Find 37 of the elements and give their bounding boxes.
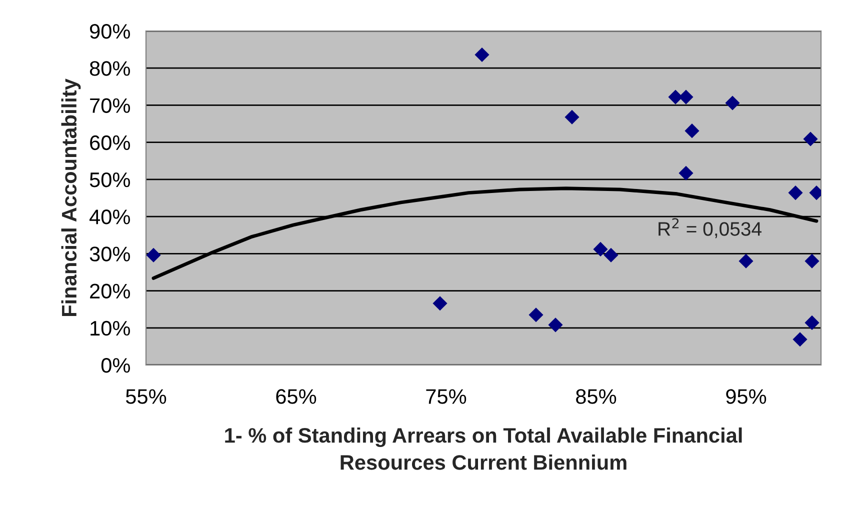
point (474, 47, 490, 62)
point (432, 296, 448, 311)
y-tick-label: 0% (101, 358, 130, 373)
y-tick-label: 80% (90, 61, 130, 76)
y-tick-label: 60% (90, 135, 130, 150)
x-tick-label: 75% (426, 389, 466, 404)
point (593, 242, 608, 256)
point (725, 96, 740, 110)
x-tick-label: 65% (276, 389, 316, 404)
point (604, 248, 618, 262)
point (564, 110, 580, 124)
point (803, 132, 818, 146)
point (678, 90, 694, 104)
point (792, 332, 808, 347)
y-axis-title: Financial Accountability (61, 78, 81, 316)
point (548, 318, 563, 332)
y-tick-label: 10% (90, 320, 130, 336)
y-tick-label: 90% (90, 24, 130, 39)
point (528, 308, 544, 322)
y-tick-label: 20% (90, 284, 130, 299)
point (804, 315, 820, 330)
y-tick-label: 70% (90, 98, 130, 113)
point (146, 248, 161, 262)
annotation: R$^{2}$ = 0,0534 (658, 218, 762, 238)
point (804, 254, 820, 268)
point (684, 124, 700, 138)
y-tick-label: 30% (90, 246, 130, 262)
x-axis-title: 1- % of Standing Arrears on Total Available Financial Resources Current Biennium (225, 427, 742, 470)
point (738, 254, 754, 268)
point (788, 186, 803, 200)
x-tick-label: 85% (576, 389, 616, 404)
x-tick-label: 95% (726, 389, 766, 404)
point (668, 90, 683, 104)
y-tick-label: 50% (90, 172, 130, 188)
x-tick-label: 55% (126, 389, 166, 404)
y-tick-label: 40% (90, 210, 130, 224)
point (678, 166, 694, 180)
